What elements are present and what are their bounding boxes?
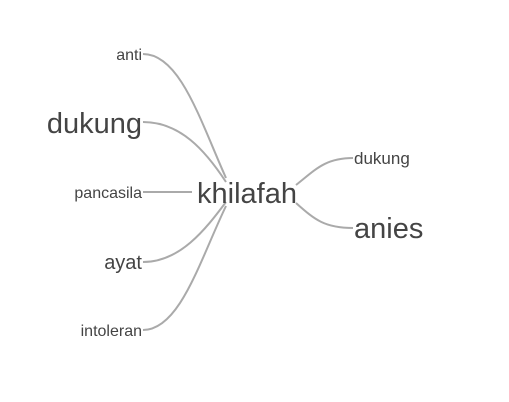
link-anies: [295, 202, 354, 229]
branch-word-dukung-right[interactable]: dukung: [354, 149, 410, 168]
branch-word-ayat[interactable]: ayat: [104, 252, 142, 274]
branch-word-intoleran[interactable]: intoleran: [81, 323, 142, 340]
link-ayat: [142, 201, 227, 263]
link-anti: [142, 53, 227, 179]
link-intoleran: [142, 205, 227, 331]
branch-word-pancasila[interactable]: pancasila: [74, 185, 142, 202]
branch-word-dukung-left[interactable]: dukung: [47, 108, 142, 140]
branch-word-anies[interactable]: anies: [354, 213, 423, 245]
link-dukung-left: [142, 121, 227, 183]
branch-word-anti[interactable]: anti: [116, 47, 142, 64]
link-dukung-right: [295, 157, 354, 186]
root-word[interactable]: khilafah: [197, 178, 297, 210]
